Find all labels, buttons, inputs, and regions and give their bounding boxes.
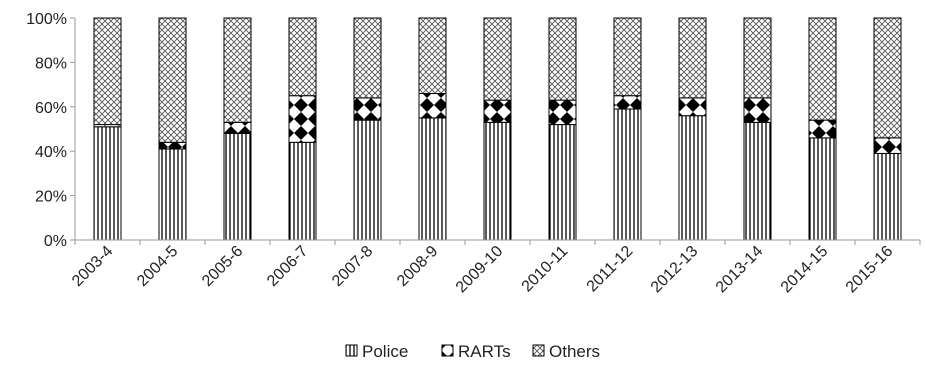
bar-segment-police (549, 125, 576, 240)
bar-segment-police (289, 142, 316, 240)
bar-segment-rarts (484, 100, 511, 122)
bar-segment-police (224, 133, 251, 240)
x-tick-label: 2009-10 (453, 243, 507, 297)
x-tick-label: 2006-7 (264, 243, 311, 290)
bar-group (419, 18, 446, 240)
bar-segment-others (484, 18, 511, 100)
y-tick-label: 0% (44, 233, 67, 250)
bar-segment-police (419, 118, 446, 240)
bar-segment-others (679, 18, 706, 98)
bar-segment-rarts (289, 96, 316, 143)
bar-segment-others (874, 18, 901, 138)
bar-segment-rarts (224, 122, 251, 133)
legend: Police RARTs Others (346, 342, 600, 361)
bar-group (289, 18, 316, 240)
bar-segment-police (809, 138, 836, 240)
bar-segment-others (159, 18, 186, 142)
legend-swatch-others (533, 345, 544, 356)
bar-segment-police (159, 149, 186, 240)
legend-label-others: Others (549, 342, 600, 361)
x-tick-label: 2008-9 (394, 243, 441, 290)
legend-swatch-police (346, 345, 357, 356)
x-tick-label: 2010-11 (519, 243, 572, 296)
bars (94, 18, 901, 240)
bar-segment-rarts (874, 138, 901, 154)
legend-swatch-rarts (442, 345, 453, 356)
bar-segment-rarts (549, 100, 576, 124)
bar-segment-rarts (809, 120, 836, 138)
bar-group (744, 18, 771, 240)
y-tick-label: 80% (35, 55, 67, 72)
x-tick-label: 2011-12 (584, 243, 637, 296)
bar-segment-others (549, 18, 576, 100)
bar-segment-rarts (614, 96, 641, 109)
bar-group (809, 18, 836, 240)
bar-segment-police (614, 109, 641, 240)
y-tick-label: 20% (35, 189, 67, 206)
bar-segment-others (94, 18, 121, 125)
bar-group (679, 18, 706, 240)
bar-segment-others (224, 18, 251, 122)
y-tick-label: 40% (35, 144, 67, 161)
x-tick-label: 2013-14 (713, 243, 767, 297)
bar-segment-police (484, 122, 511, 240)
x-tick-label: 2004-5 (134, 243, 181, 290)
bar-segment-police (874, 153, 901, 240)
bar-segment-others (419, 18, 446, 93)
x-tick-label: 2003-4 (69, 243, 116, 290)
x-axis: 2003-4 2004-5 2005-6 2006-7 2007-8 2008-9 2009… (69, 240, 920, 296)
bar-group (354, 18, 381, 240)
y-tick-label: 60% (35, 100, 67, 117)
bar-segment-others (289, 18, 316, 96)
bar-group (874, 18, 901, 240)
y-axis: 0% 20% 40% 60% 80% 100% (26, 11, 75, 250)
legend-label-police: Police (362, 342, 408, 361)
bar-group (614, 18, 641, 240)
bar-segment-others (744, 18, 771, 98)
x-tick-label: 2014-15 (778, 243, 832, 297)
bar-segment-rarts (159, 142, 186, 149)
bar-segment-rarts (419, 93, 446, 117)
bar-group (549, 18, 576, 240)
x-tick-label: 2015-16 (843, 243, 897, 297)
bar-segment-rarts (744, 98, 771, 122)
bar-group (224, 18, 251, 240)
bar-segment-police (679, 116, 706, 240)
bar-segment-others (809, 18, 836, 120)
bar-segment-police (94, 127, 121, 240)
bar-group (94, 18, 121, 240)
bar-segment-rarts (679, 98, 706, 116)
bar-group (159, 18, 186, 240)
bar-segment-others (614, 18, 641, 96)
legend-label-rarts: RARTs (458, 342, 511, 361)
bar-segment-rarts (354, 98, 381, 120)
bar-segment-police (354, 120, 381, 240)
bar-segment-police (744, 122, 771, 240)
bar-segment-others (354, 18, 381, 98)
bar-group (484, 18, 511, 240)
x-tick-label: 2005-6 (199, 243, 246, 290)
y-tick-label: 100% (26, 11, 67, 28)
x-tick-label: 2012-13 (648, 243, 702, 297)
x-tick-label: 2007-8 (329, 243, 376, 290)
